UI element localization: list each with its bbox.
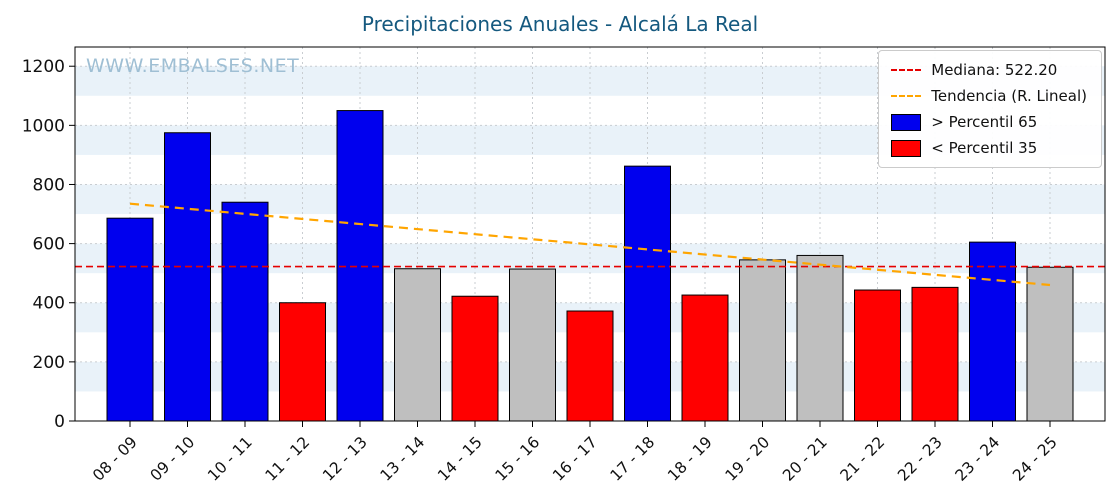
bar-14-15	[451, 295, 499, 422]
bar-18-19	[681, 294, 729, 422]
legend-item: Mediana: 522.20	[891, 61, 1087, 79]
x-tick-label: 24 - 25	[1009, 433, 1061, 485]
legend-item: < Percentil 35	[891, 139, 1087, 157]
legend-dashed-line-symbol	[891, 95, 922, 97]
legend-label: > Percentil 65	[931, 113, 1038, 131]
bar-11-12	[279, 302, 326, 422]
bar-12-13	[336, 110, 384, 422]
legend-label: < Percentil 35	[931, 139, 1038, 157]
x-tick-label: 15 - 16	[492, 433, 544, 485]
x-tick-label: 21 - 22	[837, 433, 889, 485]
chart-title: Precipitaciones Anuales - Alcalá La Real	[361, 12, 759, 36]
legend-dashed-line-symbol	[891, 69, 922, 71]
legend: Mediana: 522.20 Tendencia (R. Lineal) > Pe…	[878, 50, 1102, 168]
y-tick-label: 200	[33, 353, 65, 373]
x-tick-label: 19 - 20	[722, 433, 774, 485]
y-tick-label: 1000	[22, 116, 65, 136]
trend-line	[129, 202, 1051, 287]
legend-item: Tendencia (R. Lineal)	[891, 87, 1087, 105]
y-tick-label: 0	[54, 412, 65, 432]
x-tick-label: 17 - 18	[607, 433, 659, 485]
legend-label: Mediana: 522.20	[931, 61, 1058, 79]
watermark: WWW.EMBALSES.NET	[86, 55, 300, 77]
bar-21-22	[854, 289, 901, 422]
y-tick-label: 400	[33, 294, 65, 314]
x-tick-label: 14 - 15	[434, 433, 486, 485]
bar-15-16	[509, 268, 556, 422]
legend-patch-symbol	[891, 139, 922, 157]
x-tick-label: 16 - 17	[549, 433, 601, 485]
x-tick-label: 09 - 10	[147, 433, 199, 485]
bar-19-20	[739, 259, 786, 422]
bar-13-14	[394, 268, 441, 422]
y-tick-label: 800	[33, 175, 65, 195]
bar-08-09	[106, 217, 154, 422]
y-tick-label: 1200	[22, 57, 65, 77]
x-tick-label: 10 - 11	[204, 433, 256, 485]
bar-22-23	[911, 286, 959, 422]
bar-24-25	[1026, 266, 1074, 422]
bar-17-18	[624, 165, 671, 422]
bar-20-21	[796, 254, 844, 422]
bar-10-11	[221, 201, 269, 422]
bar-09-10	[164, 132, 211, 422]
bar-23-24	[969, 241, 1016, 422]
legend-label: Tendencia (R. Lineal)	[931, 87, 1087, 105]
x-tick-label: 23 - 24	[952, 433, 1004, 485]
x-tick-label: 22 - 23	[894, 433, 946, 485]
x-tick-label: 12 - 13	[319, 433, 371, 485]
x-tick-label: 11 - 12	[262, 433, 314, 485]
legend-item: > Percentil 65	[891, 113, 1087, 131]
bar-16-17	[566, 310, 614, 422]
x-tick-label: 20 - 21	[779, 433, 831, 485]
y-tick-label: 600	[33, 235, 65, 255]
legend-patch-symbol	[891, 113, 922, 131]
x-tick-label: 08 - 09	[89, 433, 141, 485]
x-tick-label: 13 - 14	[377, 433, 429, 485]
x-tick-label: 18 - 19	[664, 433, 716, 485]
